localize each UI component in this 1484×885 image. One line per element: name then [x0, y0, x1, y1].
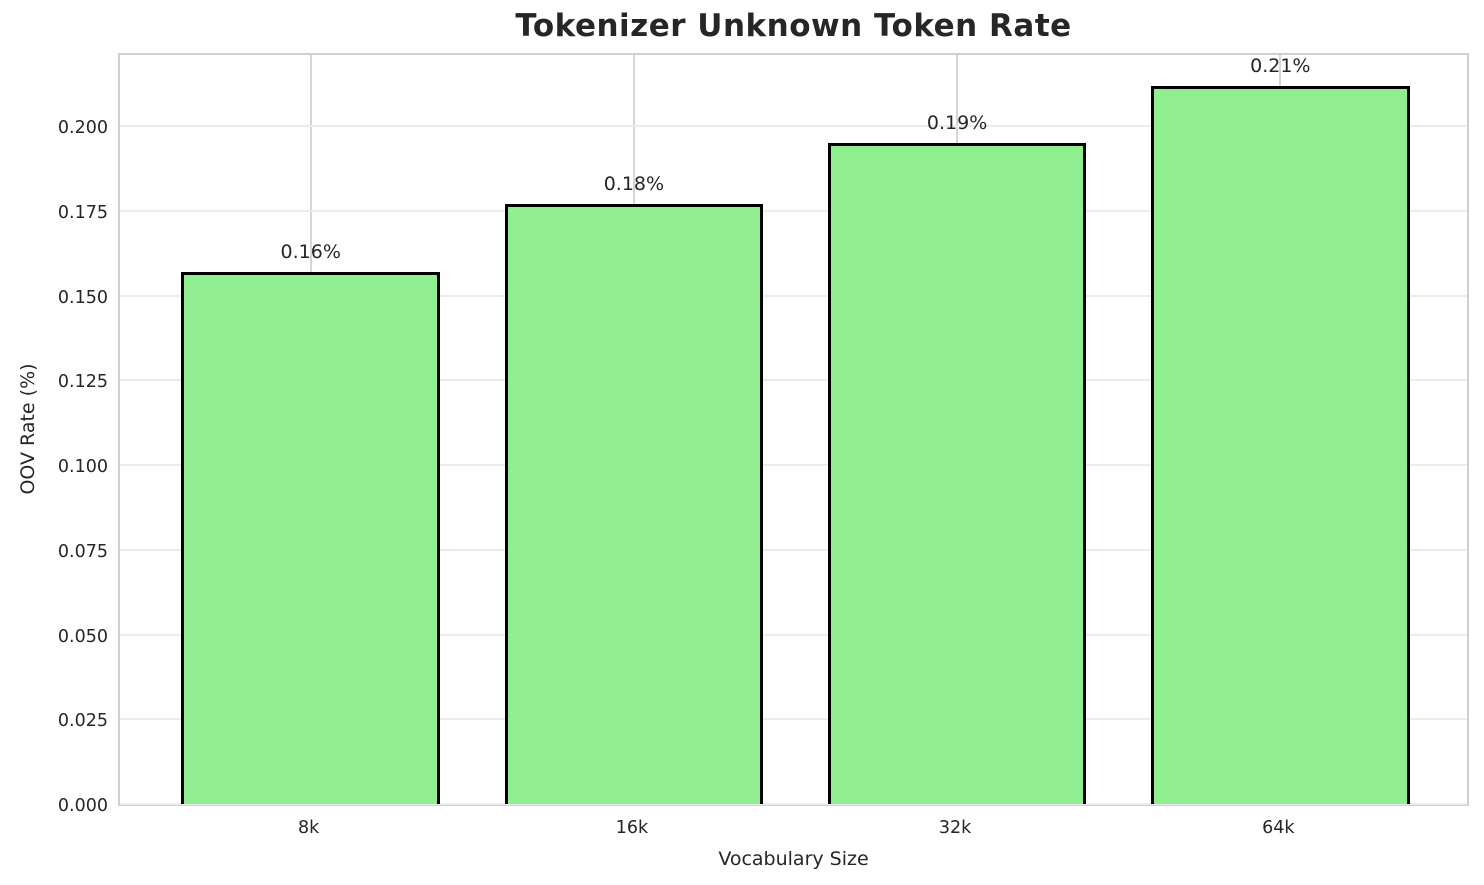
- bar-value-label: 0.16%: [280, 240, 341, 263]
- y-axis-tick-label: 0.050: [57, 626, 108, 647]
- chart-title: Tokenizer Unknown Token Rate: [515, 8, 1072, 44]
- x-axis-tick-label: 16k: [615, 818, 649, 838]
- y-axis-tick-label: 0.125: [57, 372, 108, 393]
- bar-value-label: 0.19%: [926, 112, 988, 135]
- gridline-horizontal: [120, 294, 1467, 297]
- y-axis-tick-label: 0.075: [57, 541, 108, 562]
- gridline-horizontal: [120, 718, 1467, 721]
- y-axis-tick-label: 0.100: [57, 457, 108, 478]
- gridline-horizontal: [120, 464, 1467, 467]
- gridline-horizontal: [120, 548, 1467, 551]
- bar-8k: [181, 271, 440, 804]
- y-axis-tick-label: 0.200: [57, 118, 108, 139]
- y-axis-tick-label: 0.000: [57, 796, 108, 816]
- x-axis-tick-label: 32k: [938, 818, 972, 838]
- y-axis-label: OOV Rate (%): [17, 363, 39, 495]
- bar-64k: [1151, 85, 1410, 804]
- x-axis-tick-label: 8k: [298, 818, 320, 838]
- gridline-horizontal: [120, 125, 1467, 128]
- y-axis-tick-label: 0.175: [57, 202, 108, 223]
- gridline-horizontal: [120, 803, 1467, 805]
- y-axis-tick-label: 0.150: [57, 287, 108, 308]
- gridline-horizontal: [120, 379, 1467, 382]
- y-axis-tick-label: 0.025: [57, 711, 108, 732]
- bar-16k: [504, 204, 764, 804]
- plot-area: 0.16% 0.18% 0.19% 0.21%: [118, 53, 1469, 806]
- x-axis-tick-label: 64k: [1262, 818, 1295, 838]
- bar-value-label: 0.21%: [1250, 54, 1311, 77]
- bar-32k: [827, 143, 1087, 804]
- gridline-horizontal: [120, 633, 1467, 636]
- gridline-horizontal: [120, 209, 1467, 212]
- bar-value-label: 0.18%: [603, 173, 665, 196]
- x-axis-label: Vocabulary Size: [718, 848, 869, 870]
